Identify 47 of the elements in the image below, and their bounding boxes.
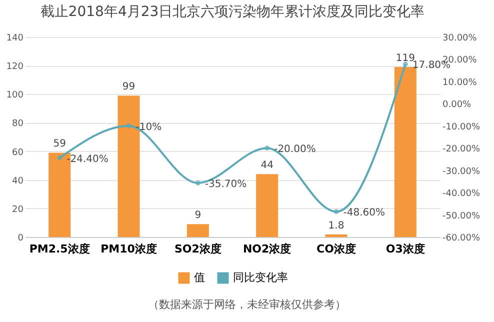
bar bbox=[394, 67, 416, 237]
y2-tick-label: -50.00% bbox=[442, 211, 481, 222]
point bbox=[195, 180, 200, 186]
point bbox=[334, 209, 339, 214]
y-tick-label: 140 bbox=[6, 34, 24, 44]
x-tick-label: PM2.5浓度 bbox=[29, 242, 90, 256]
x-tick-label: PM10浓度 bbox=[100, 242, 157, 256]
x-tick-label: O3浓度 bbox=[386, 242, 425, 256]
data-label: 44 bbox=[260, 160, 274, 172]
bar bbox=[186, 224, 209, 237]
y-tick-label: 80 bbox=[12, 119, 24, 130]
bar bbox=[256, 174, 278, 237]
x-tick-label: SO2浓度 bbox=[174, 242, 222, 256]
y2-tick-label: -40.00% bbox=[442, 189, 481, 200]
x-tick-label: CO浓度 bbox=[316, 242, 356, 256]
data-label: -35.70% bbox=[204, 179, 247, 190]
data-label: -20.00% bbox=[274, 144, 316, 156]
y2-tick-label: -60.00% bbox=[442, 234, 481, 244]
y2-tick-label: 10.00% bbox=[442, 78, 478, 88]
y-tick-label: 40 bbox=[12, 176, 24, 186]
y2-tick-label: -20.00% bbox=[442, 144, 481, 155]
data-label: 1.8 bbox=[328, 220, 344, 232]
y2-tick-label: 30.00% bbox=[442, 34, 478, 44]
y2-tick-label: -30.00% bbox=[442, 166, 481, 177]
point bbox=[57, 155, 62, 160]
y-tick-label: 120 bbox=[6, 62, 24, 72]
text: （数据来源于网络，未经审核仅供参考） bbox=[147, 297, 347, 312]
y-tick-label: 20 bbox=[12, 204, 24, 215]
x-tick-label: NO2浓度 bbox=[242, 242, 292, 256]
point bbox=[264, 146, 270, 151]
data-label: 99 bbox=[122, 82, 136, 93]
data-label: -48.60% bbox=[343, 208, 385, 219]
legend-label: 同比变化率 bbox=[233, 271, 288, 284]
y-tick-label: 60 bbox=[12, 148, 24, 158]
data-label: 119 bbox=[396, 53, 415, 64]
point bbox=[126, 123, 132, 128]
bar bbox=[325, 234, 348, 237]
y2-tick-label: 0.00% bbox=[442, 100, 472, 110]
legend-label: 值 bbox=[194, 271, 205, 284]
point bbox=[402, 62, 408, 67]
data-label: 59 bbox=[53, 138, 66, 150]
y-tick-label: 0 bbox=[18, 234, 24, 244]
y2-tick-label: -10.00% bbox=[442, 122, 481, 132]
y-tick-label: 100 bbox=[6, 90, 24, 101]
chart-title: 截止2018年4月23日北京六项污染物年累计浓度及同比变化率 bbox=[40, 4, 425, 20]
data-label: 17.80% bbox=[412, 60, 451, 72]
data-label: 9 bbox=[194, 210, 202, 222]
